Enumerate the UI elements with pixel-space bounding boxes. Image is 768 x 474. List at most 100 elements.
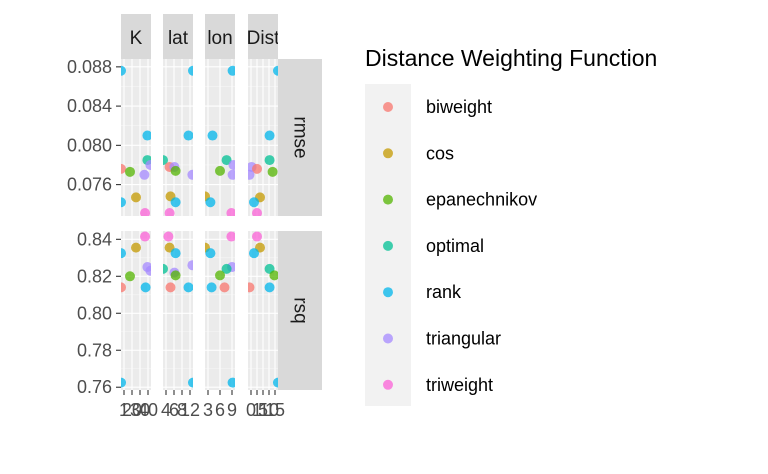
legend-key-optimal [383, 240, 393, 251]
x-tick-label: 15 [265, 400, 285, 420]
legend: Distance Weighting Function biweight cos e… [365, 45, 657, 406]
strip-label-Dist: Dist [247, 28, 280, 49]
strip-label-rmse: rmse [290, 116, 311, 158]
point-rank [142, 130, 151, 141]
strip-top-lon [205, 14, 235, 59]
y-tick-label: 0.076 [67, 175, 112, 195]
point-triangular [145, 265, 151, 276]
legend-key-epanechnikov [383, 194, 393, 205]
x-tick-label: 3 [203, 400, 213, 420]
x-tick-label: 5 [258, 400, 268, 420]
y-tick-label: 0.088 [67, 57, 112, 77]
point-rank [121, 197, 126, 208]
point-rank [121, 377, 126, 388]
point-rank [170, 197, 181, 208]
x-tick-label: 4 [161, 400, 171, 420]
point-epanechnikov [170, 270, 181, 281]
strip-label-rsq: rsq [290, 297, 311, 323]
strip-label-lat: lat [168, 28, 189, 49]
point-biweight [219, 282, 230, 293]
point-rank [227, 65, 235, 76]
point-triweight [226, 231, 235, 242]
point-optimal [221, 155, 232, 166]
point-rank [273, 377, 278, 388]
legend-entry-cos: cos [383, 143, 454, 163]
point-triweight [140, 231, 150, 242]
point-triangular [187, 260, 193, 271]
legend-title: Distance Weighting Function [365, 45, 657, 71]
point-rank [249, 248, 259, 259]
point-triweight [226, 208, 235, 216]
x-tick-label: 12 [180, 400, 200, 420]
legend-label-rank: rank [426, 282, 462, 302]
point-rank [188, 377, 193, 388]
point-triweight [140, 208, 150, 216]
point-optimal [163, 155, 168, 166]
panel-background [121, 231, 151, 390]
point-rank [264, 282, 275, 293]
point-triangular [227, 169, 235, 180]
point-biweight [121, 163, 126, 174]
point-triweight [163, 231, 174, 242]
x-tick-label: 0 [246, 400, 256, 420]
x-tick-label: 9 [227, 400, 237, 420]
legend-items: biweight cos epanechnikov optimal rank triang… [365, 84, 537, 406]
point-optimal [221, 263, 232, 274]
strip-right-rmse [278, 59, 322, 216]
y-tick-label: 0.80 [77, 303, 112, 323]
point-triangular [248, 169, 255, 180]
x-tick-label: 10 [259, 400, 279, 420]
y-tick-label: 0.84 [77, 229, 112, 249]
legend-entry-biweight: biweight [383, 97, 492, 117]
legend-entry-triweight: triweight [383, 375, 493, 395]
point-optimal [163, 263, 168, 274]
point-rank [273, 65, 278, 76]
x-tick-label: 40 [138, 400, 158, 420]
y-tick-label: 0.080 [67, 135, 112, 155]
point-rank [205, 248, 216, 259]
x-tick-label: 6 [215, 400, 225, 420]
x-tick-label: 30 [130, 400, 150, 420]
point-triangular [228, 159, 235, 170]
point-epanechnikov [269, 270, 278, 281]
legend-key-triangular [383, 333, 393, 344]
point-rank [183, 130, 193, 141]
legend-label-triangular: triangular [426, 329, 501, 349]
point-rank [170, 248, 181, 259]
legend-entry-optimal: optimal [383, 236, 484, 256]
legend-entry-triangular: triangular [383, 329, 501, 349]
point-biweight [248, 282, 255, 293]
point-triweight [252, 231, 262, 242]
y-tick-label: 0.82 [77, 266, 112, 286]
legend-label-triweight: triweight [426, 375, 493, 395]
point-triangular [145, 159, 151, 170]
point-cos [131, 242, 141, 253]
point-rank [188, 65, 193, 76]
point-rank [249, 197, 259, 208]
legend-key-biweight [383, 102, 393, 112]
y-tick-label: 0.76 [77, 377, 112, 397]
point-rank [205, 197, 216, 208]
x-tick-label: 6 [169, 400, 179, 420]
strip-label-lon: lon [207, 28, 232, 49]
point-biweight [252, 163, 262, 174]
legend-key-triweight [383, 379, 393, 390]
point-epanechnikov [215, 270, 225, 281]
panel-K-rsq [121, 231, 151, 390]
strip-right-rsq [278, 231, 322, 390]
point-optimal [264, 155, 275, 166]
point-rank [206, 282, 217, 293]
plot-panels [121, 59, 278, 390]
point-rank [183, 282, 193, 293]
strip-top-lat [163, 14, 193, 59]
x-tick-label: 20 [122, 400, 142, 420]
point-epanechnikov [125, 271, 135, 282]
point-rank [121, 65, 126, 76]
legend-entry-rank: rank [383, 282, 462, 302]
legend-label-cos: cos [426, 143, 454, 163]
legend-label-biweight: biweight [426, 97, 492, 117]
point-rank [264, 130, 275, 141]
strip-top-Dist [248, 14, 278, 59]
y-axis: 0.076 0.080 0.084 0.088 0.76 0.78 0.80 0.82 0.84 [67, 57, 121, 397]
